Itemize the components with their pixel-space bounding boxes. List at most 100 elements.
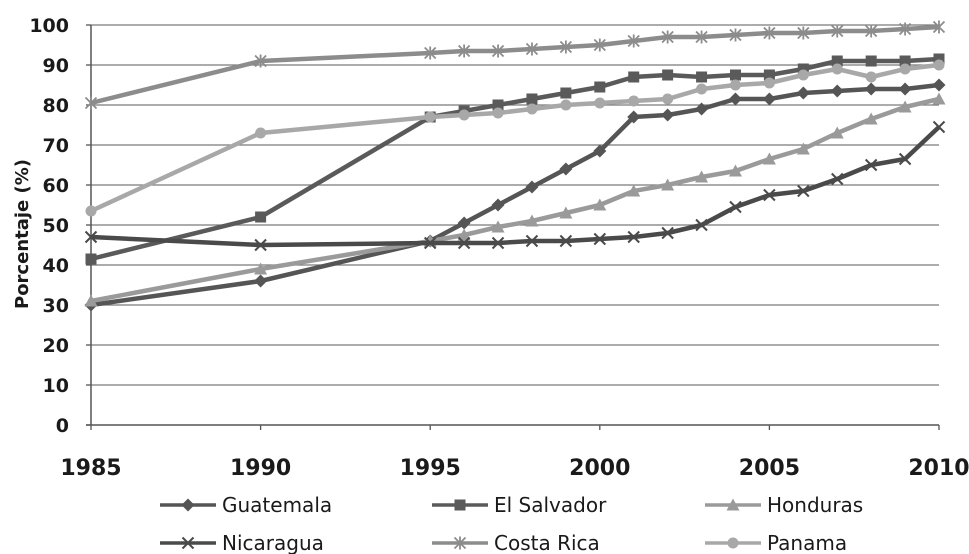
data-point [898,82,912,96]
data-point [424,111,436,123]
data-point [593,144,607,158]
legend-marker [727,537,739,549]
data-point [526,93,538,105]
data-point [492,99,504,111]
data-point [627,230,640,244]
series-line [90,56,940,262]
data-point [932,92,946,105]
data-point [627,34,640,48]
data-point [85,253,97,265]
legend-label: Nicaragua [222,531,324,554]
data-point [695,30,708,44]
x-tick-label: 1990 [230,456,291,481]
data-point [254,274,268,288]
data-point [831,55,843,67]
data-point [457,228,471,241]
series-el-salvador [85,53,945,265]
y-axis-label: Porcentaje (%) [12,159,33,309]
data-point [457,44,471,58]
series-nicaragua [84,120,946,252]
data-point [525,180,539,194]
data-point [628,95,640,107]
data-point [696,71,708,83]
data-point [661,178,675,191]
series-line [90,62,940,214]
data-point [593,232,607,246]
data-point [796,142,810,155]
data-point [728,92,742,106]
legend-marker [454,499,466,511]
legend-marker [726,498,740,511]
data-point [627,184,641,197]
legend-label: Honduras [767,493,863,517]
data-point [525,214,539,227]
data-point [458,109,470,121]
data-point [424,46,437,60]
data-point [729,28,742,42]
data-point [525,42,539,56]
data-point [559,234,573,248]
data-point [729,79,741,91]
data-point [593,198,607,211]
data-point [594,97,606,109]
data-point [762,152,776,165]
data-point [560,99,572,111]
y-tick-label: 100 [29,15,69,37]
data-point [729,69,741,81]
data-point [661,30,674,44]
data-point [864,82,878,96]
axes [86,24,940,430]
data-point [492,107,504,119]
data-point [661,108,675,122]
legend-item: Honduras [705,493,863,517]
data-point [729,200,742,214]
data-point [830,84,844,98]
series-line [90,125,941,248]
data-point [662,93,674,105]
x-tick-label: 1985 [60,456,121,481]
gridlines [91,24,939,386]
data-point [831,63,843,75]
data-point [797,69,809,81]
data-point [763,77,775,89]
y-tick-label: 60 [43,175,69,197]
x-tick-label: 1995 [400,456,461,481]
data-point [628,71,640,83]
data-point [763,26,776,40]
x-tick-label: 2010 [908,456,969,481]
data-point [933,59,945,71]
x-tick-label: 2005 [739,456,800,481]
data-point [865,55,877,67]
legend-item: Guatemala [160,493,332,517]
y-tick-label: 20 [43,335,69,357]
data-point [932,78,946,92]
series-lines [84,20,946,312]
data-point [526,103,538,115]
y-tick-label: 10 [43,375,69,397]
legend-label: Guatemala [222,493,332,517]
data-point [84,230,98,244]
series-line [90,82,940,308]
data-point [84,294,98,307]
data-point [491,198,505,212]
legend-item: Nicaragua [160,531,324,554]
data-point [933,53,945,65]
data-point [796,86,810,100]
data-point [831,172,844,186]
data-point [762,92,776,106]
data-point [559,162,573,176]
data-point [932,20,946,34]
legend-marker [181,536,195,550]
y-tick-label: 90 [43,55,69,77]
y-tick-label: 30 [43,295,69,317]
legend-label: El Salvador [494,493,607,517]
data-point [696,83,708,95]
data-point [255,127,267,139]
data-point [254,262,268,275]
x-tick-label: 2000 [569,456,630,481]
data-point [559,206,573,219]
y-tick-label: 80 [43,95,69,117]
data-point [865,71,877,83]
data-point [831,24,844,38]
series-honduras [84,92,946,307]
